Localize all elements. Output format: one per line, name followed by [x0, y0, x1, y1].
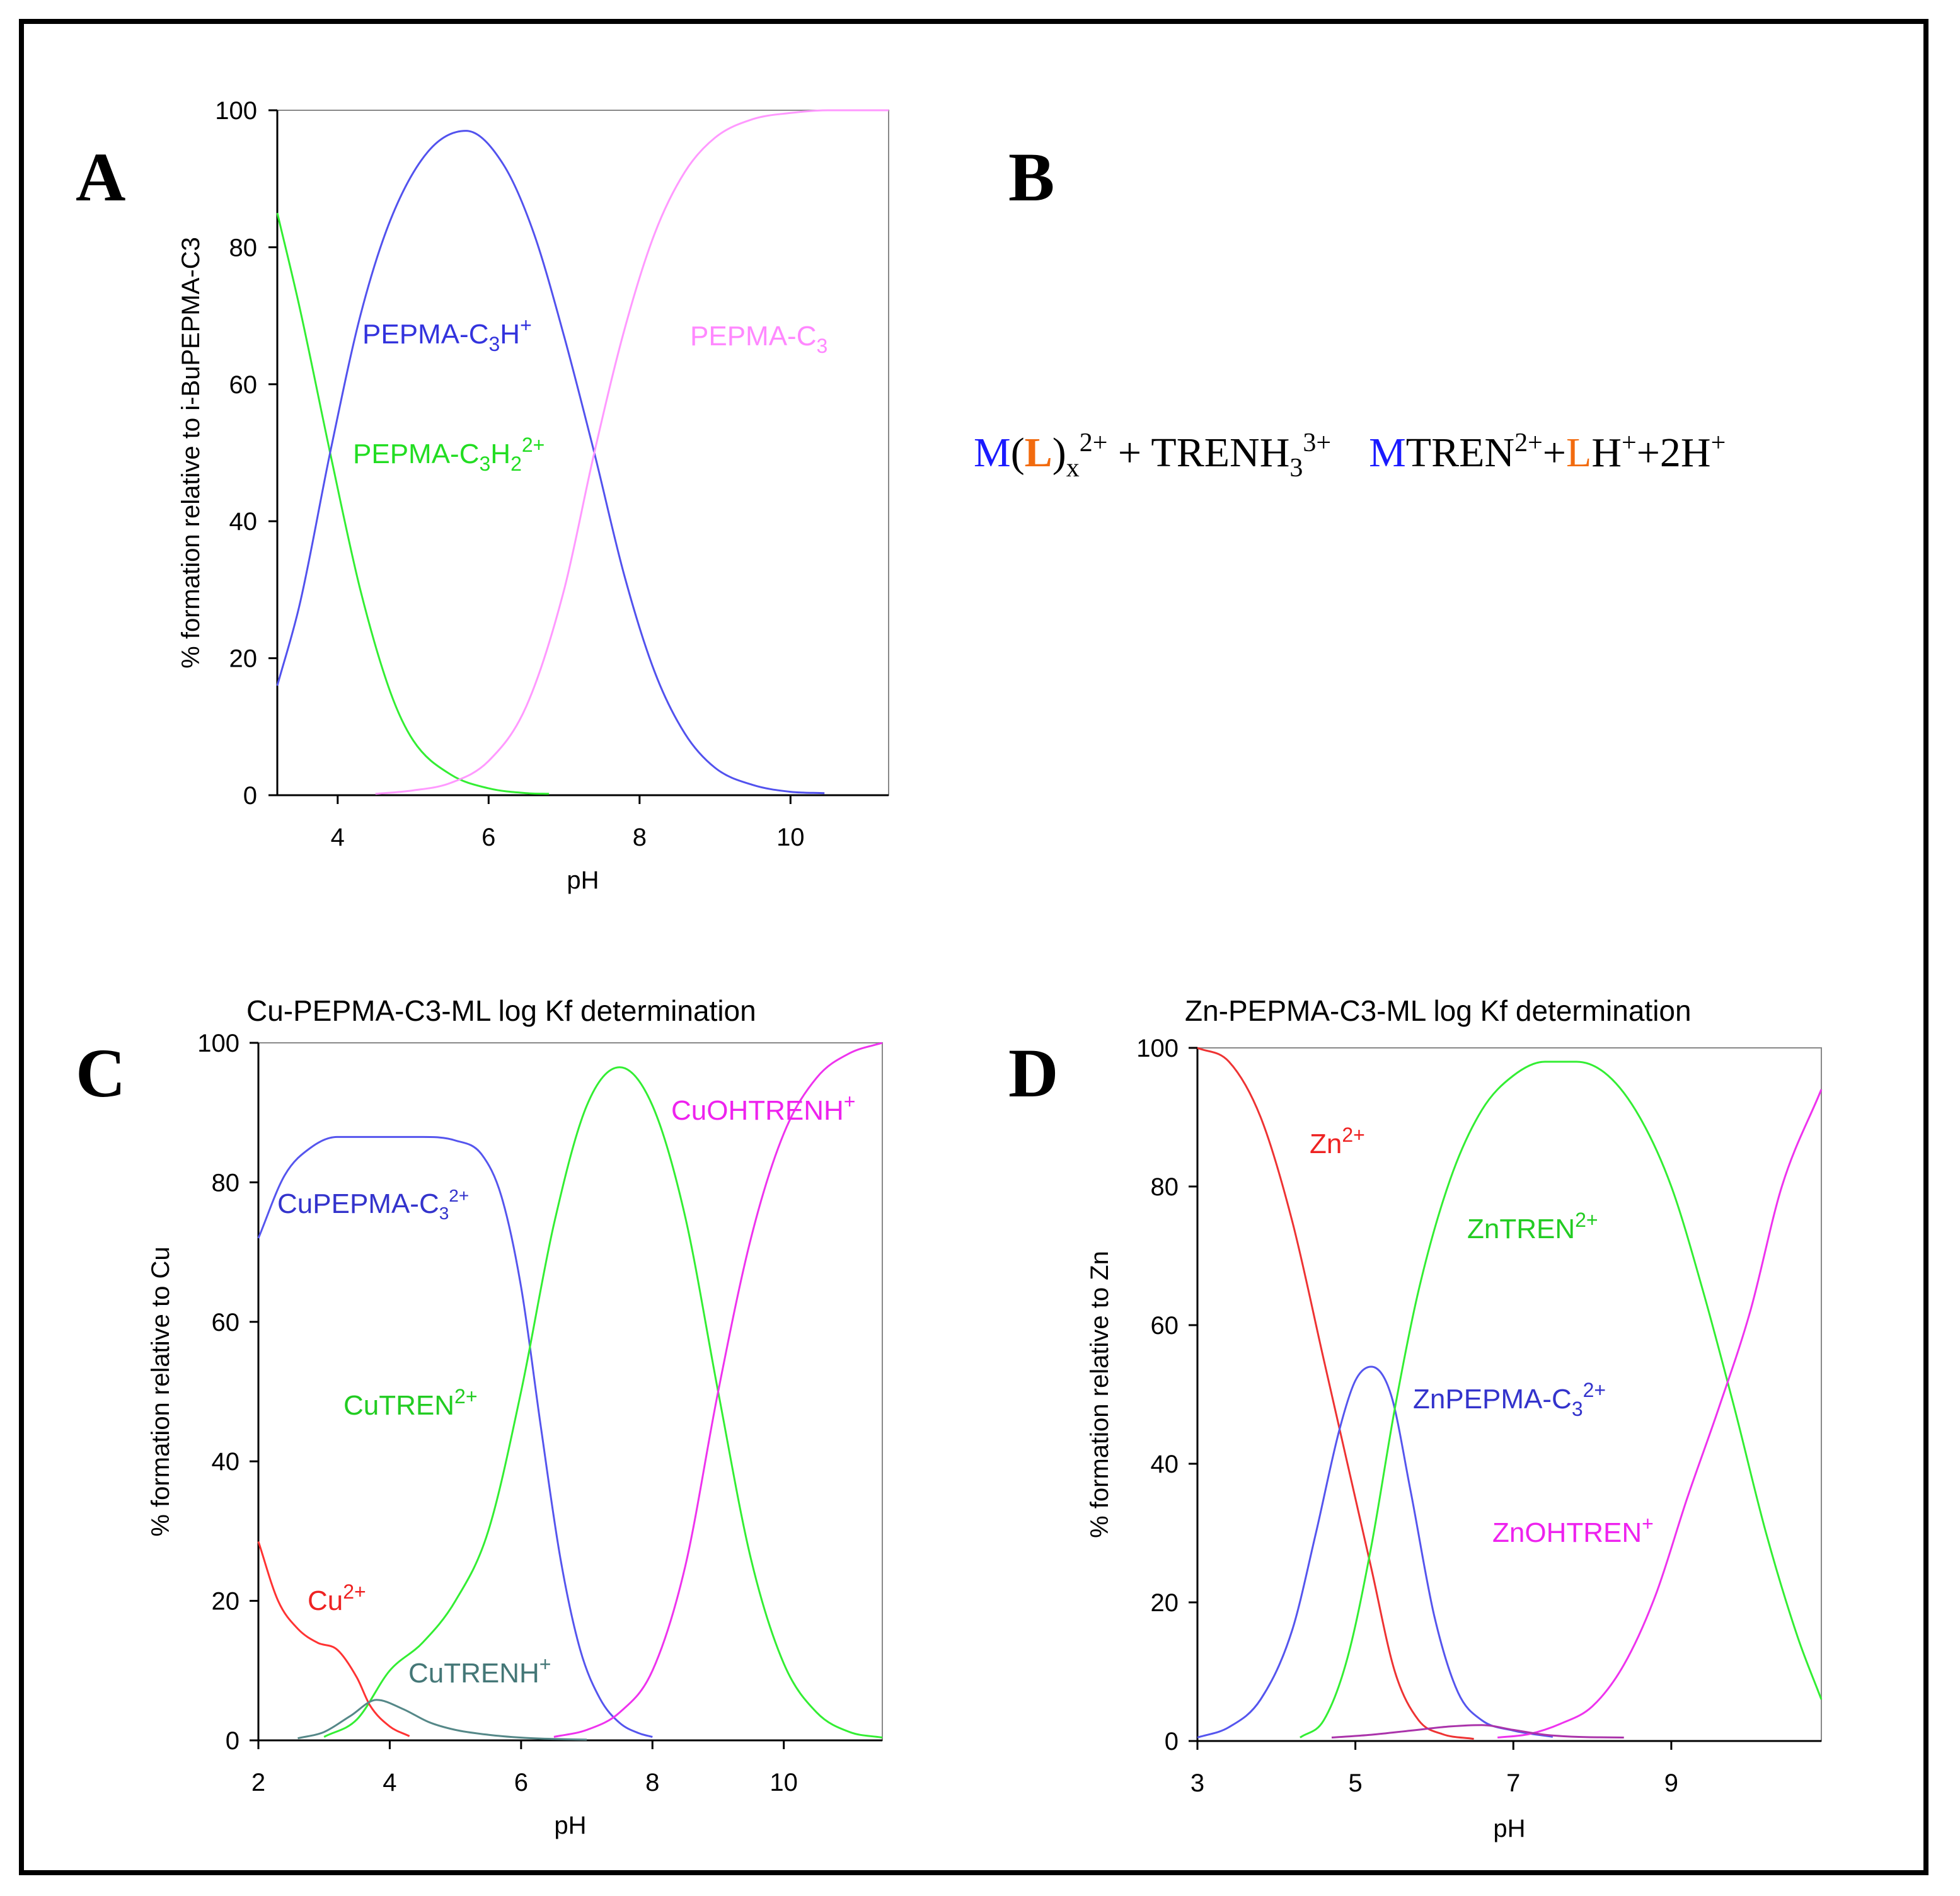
label-cuohtrenh: CuOHTRENH+ — [671, 1090, 855, 1126]
y-axis-title-a: % formation relative to i-BuPEPMA-C3 — [177, 237, 205, 669]
x-axis-title-d: pH — [1493, 1815, 1525, 1842]
series-line-c-1 — [323, 1066, 883, 1739]
y-tick-label-a: 20 — [229, 645, 258, 673]
y-tick-label-c: 80 — [212, 1169, 240, 1197]
y-tick-label-d: 20 — [1151, 1589, 1179, 1617]
series-line-d-4 — [1331, 1724, 1624, 1738]
x-axis-title-a: pH — [567, 866, 599, 894]
y-axis-title-d: % formation relative to Zn — [1086, 1251, 1114, 1538]
x-tick-label-d: 7 — [1506, 1769, 1520, 1797]
y-tick-label-a: 100 — [215, 97, 257, 125]
label-znohtren: ZnOHTREN+ — [1492, 1512, 1654, 1548]
series-line-a-1 — [276, 130, 825, 795]
series-line-d-1 — [1197, 1365, 1554, 1738]
y-axis-title-c: % formation relative to Cu — [147, 1246, 175, 1536]
chart-title-c: Cu-PEPMA-C3-ML log Kf determination — [246, 994, 756, 1027]
y-tick-label-d: 100 — [1136, 1035, 1179, 1062]
series-line-a-2 — [375, 109, 889, 795]
label-cu: Cu2+ — [308, 1580, 366, 1616]
y-tick-label-a: 40 — [229, 508, 258, 536]
y-tick-label-a: 80 — [229, 234, 258, 261]
panel-letter-b: B — [1008, 139, 1054, 215]
label-zntren: ZnTREN2+ — [1467, 1209, 1598, 1244]
y-tick-label-d: 0 — [1165, 1728, 1179, 1755]
series-line-d-0 — [1197, 1047, 1474, 1740]
x-tick-label-c: 4 — [383, 1769, 396, 1796]
figure-frame — [19, 19, 1928, 1875]
chart-title-d: Zn-PEPMA-C3-ML log Kf determination — [1185, 994, 1692, 1027]
x-tick-label-c: 6 — [514, 1769, 528, 1796]
label-zn: Zn2+ — [1310, 1123, 1365, 1159]
y-tick-label-c: 20 — [212, 1588, 240, 1616]
x-tick-label-a: 8 — [633, 824, 647, 851]
x-tick-label-d: 5 — [1349, 1769, 1363, 1797]
label-cutrenh: CuTRENH+ — [408, 1653, 551, 1689]
chart-a: 0 20 40 60 80 100 4 6 8 10 pH % formation relative … — [177, 97, 889, 894]
reaction-equation: M(L)x2+ + TRENH33+ MTREN2++LH++2H+ — [974, 428, 1726, 483]
y-tick-label-d: 40 — [1151, 1451, 1179, 1478]
y-tick-label-a: 60 — [229, 371, 258, 399]
y-tick-label-c: 0 — [226, 1727, 239, 1755]
y-tick-label-d: 80 — [1151, 1173, 1179, 1201]
series-line-d-3 — [1497, 1089, 1823, 1738]
series-line-d-2 — [1300, 1060, 1823, 1738]
label-pepma-c3h: PEPMA-C3H+ — [362, 314, 532, 355]
label-pepma-c3h2: PEPMA-C3H22+ — [353, 434, 545, 475]
series-line-c-0 — [257, 1135, 653, 1738]
y-tick-label-c: 40 — [212, 1448, 240, 1476]
chart-c: 0 20 40 60 80 100 2 4 6 8 10 pH % formation relative… — [147, 1030, 883, 1839]
y-tick-label-d: 60 — [1151, 1312, 1179, 1340]
series-line-c-4 — [297, 1699, 587, 1741]
series-line-c-2 — [553, 1042, 883, 1738]
y-tick-label-c: 60 — [212, 1309, 240, 1336]
chart-d: 0 20 40 60 80 100 3 5 7 9 pH % formation relative t… — [1086, 1035, 1823, 1842]
y-tick-label-c: 100 — [197, 1030, 239, 1057]
x-tick-label-d: 9 — [1664, 1769, 1678, 1797]
series-line-c-3 — [257, 1541, 410, 1737]
label-znpepma-c3: ZnPEPMA-C32+ — [1413, 1379, 1606, 1420]
label-cupepma-c3: CuPEPMA-C32+ — [277, 1186, 469, 1223]
panel-letter-c: C — [76, 1035, 125, 1112]
label-pepma-c3: PEPMA-C3 — [690, 321, 827, 357]
series-line-a-0 — [276, 212, 550, 795]
x-tick-label-a: 10 — [776, 824, 805, 851]
x-tick-label-a: 6 — [481, 824, 495, 851]
x-tick-label-c: 10 — [770, 1769, 798, 1796]
panel-letter-a: A — [76, 139, 125, 215]
label-cutren: CuTREN2+ — [343, 1385, 478, 1421]
x-axis-title-c: pH — [554, 1812, 586, 1839]
x-tick-label-a: 4 — [331, 824, 345, 851]
x-tick-label-c: 8 — [645, 1769, 659, 1796]
y-tick-label-a: 0 — [243, 782, 257, 810]
panel-letter-d: D — [1008, 1035, 1058, 1112]
x-tick-label-d: 3 — [1190, 1769, 1204, 1797]
x-tick-label-c: 2 — [251, 1769, 265, 1796]
